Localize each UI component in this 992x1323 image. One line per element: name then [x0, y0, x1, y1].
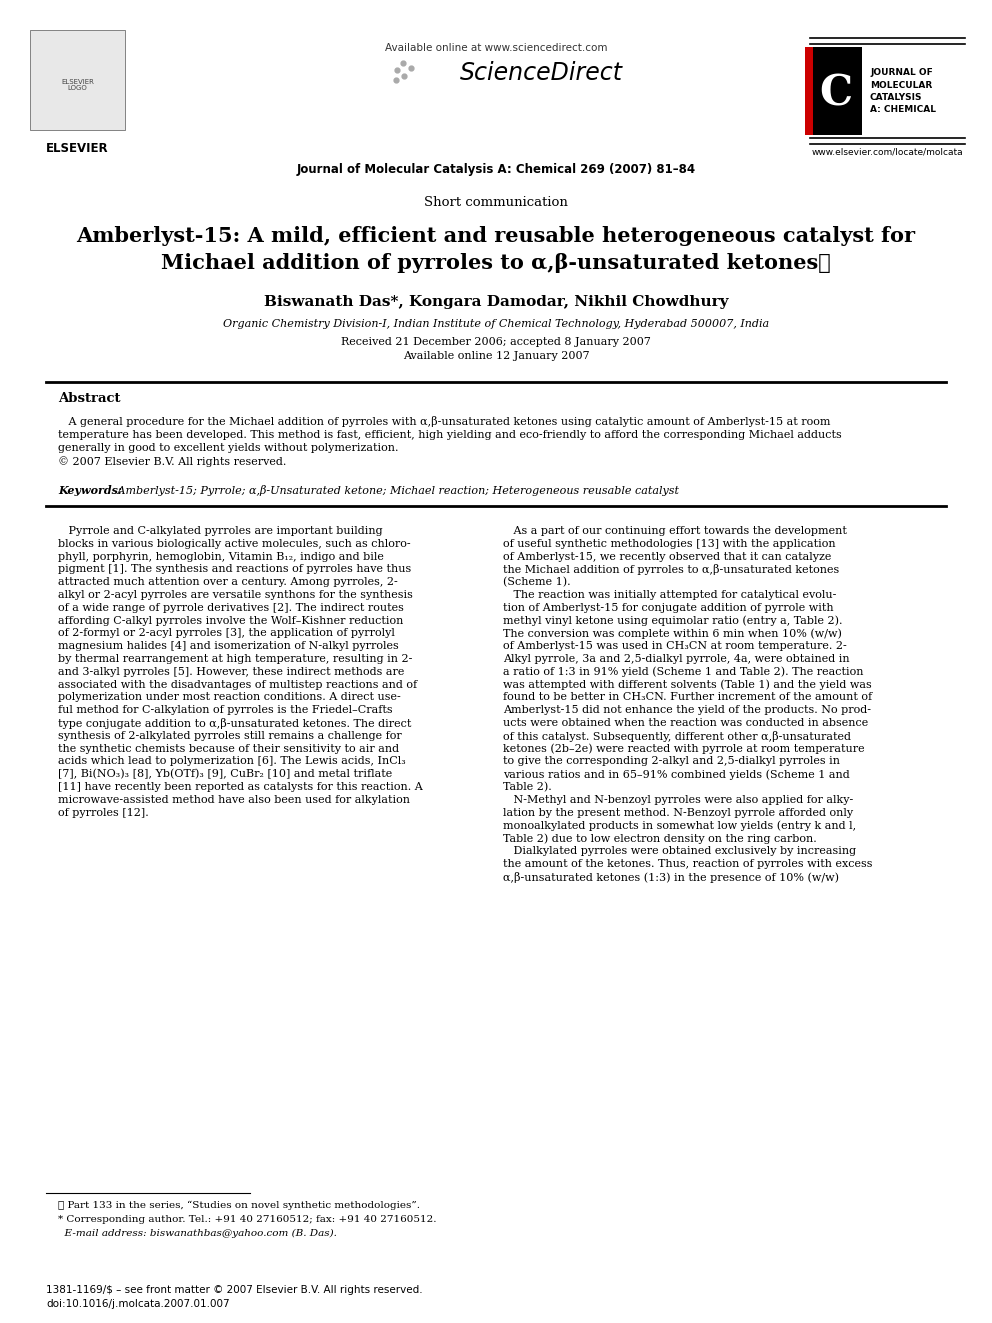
Bar: [805, 48, 813, 135]
Text: ScienceDirect: ScienceDirect: [460, 61, 623, 85]
Text: of pyrroles [12].: of pyrroles [12].: [58, 807, 149, 818]
Text: type conjugate addition to α,β-unsaturated ketones. The direct: type conjugate addition to α,β-unsaturat…: [58, 718, 412, 729]
Text: by thermal rearrangement at high temperature, resulting in 2-: by thermal rearrangement at high tempera…: [58, 654, 413, 664]
Text: Organic Chemistry Division-I, Indian Institute of Chemical Technology, Hyderabad: Organic Chemistry Division-I, Indian Ins…: [223, 319, 769, 329]
Text: ELSEVIER: ELSEVIER: [46, 142, 108, 155]
Text: alkyl or 2-acyl pyrroles are versatile synthons for the synthesis: alkyl or 2-acyl pyrroles are versatile s…: [58, 590, 413, 601]
Text: Available online 12 January 2007: Available online 12 January 2007: [403, 351, 589, 361]
Bar: [810, 48, 862, 135]
Text: methyl vinyl ketone using equimolar ratio (entry a, Table 2).: methyl vinyl ketone using equimolar rati…: [503, 615, 842, 626]
Text: acids which lead to polymerization [6]. The Lewis acids, InCl₃: acids which lead to polymerization [6]. …: [58, 757, 406, 766]
Text: the Michael addition of pyrroles to α,β-unsaturated ketones: the Michael addition of pyrroles to α,β-…: [503, 565, 839, 576]
Text: attracted much attention over a century. Among pyrroles, 2-: attracted much attention over a century.…: [58, 577, 398, 587]
Text: The conversion was complete within 6 min when 10% (w/w): The conversion was complete within 6 min…: [503, 628, 842, 639]
Text: ucts were obtained when the reaction was conducted in absence: ucts were obtained when the reaction was…: [503, 718, 868, 728]
Text: found to be better in CH₃CN. Further increment of the amount of: found to be better in CH₃CN. Further inc…: [503, 692, 872, 703]
Text: Biswanath Das*, Kongara Damodar, Nikhil Chowdhury: Biswanath Das*, Kongara Damodar, Nikhil …: [264, 295, 728, 310]
Text: Table 2) due to low electron density on the ring carbon.: Table 2) due to low electron density on …: [503, 833, 816, 844]
Text: [7], Bi(NO₃)₃ [8], Yb(OTf)₃ [9], CuBr₂ [10] and metal triflate: [7], Bi(NO₃)₃ [8], Yb(OTf)₃ [9], CuBr₂ […: [58, 769, 392, 779]
Text: Abstract: Abstract: [58, 392, 120, 405]
Text: Table 2).: Table 2).: [503, 782, 552, 792]
Text: ketones (2b–2e) were reacted with pyrrole at room temperature: ketones (2b–2e) were reacted with pyrrol…: [503, 744, 865, 754]
Text: E-mail address: biswanathbas@yahoo.com (B. Das).: E-mail address: biswanathbas@yahoo.com (…: [58, 1229, 337, 1238]
Text: Amberlyst-15; Pyrrole; α,β-Unsaturated ketone; Michael reaction; Heterogeneous r: Amberlyst-15; Pyrrole; α,β-Unsaturated k…: [114, 484, 679, 496]
Text: associated with the disadvantages of multistep reactions and of: associated with the disadvantages of mul…: [58, 680, 417, 689]
Bar: [30, 30, 125, 130]
Text: of Amberlyst-15 was used in CH₃CN at room temperature. 2-: of Amberlyst-15 was used in CH₃CN at roo…: [503, 642, 847, 651]
Text: Amberlyst-15 did not enhance the yield of the products. No prod-: Amberlyst-15 did not enhance the yield o…: [503, 705, 871, 716]
Text: Short communication: Short communication: [424, 196, 568, 209]
Text: © 2007 Elsevier B.V. All rights reserved.: © 2007 Elsevier B.V. All rights reserved…: [58, 456, 287, 467]
Text: C: C: [819, 71, 852, 114]
Text: The reaction was initially attempted for catalytical evolu-: The reaction was initially attempted for…: [503, 590, 836, 601]
Text: generally in good to excellent yields without polymerization.: generally in good to excellent yields wi…: [58, 443, 399, 452]
Text: microwave-assisted method have also been used for alkylation: microwave-assisted method have also been…: [58, 795, 410, 804]
Text: of 2-formyl or 2-acyl pyrroles [3], the application of pyrrolyl: of 2-formyl or 2-acyl pyrroles [3], the …: [58, 628, 395, 639]
Text: monoalkylated products in somewhat low yields (entry k and l,: monoalkylated products in somewhat low y…: [503, 820, 856, 831]
Text: phyll, porphyrin, hemoglobin, Vitamin B₁₂, indigo and bile: phyll, porphyrin, hemoglobin, Vitamin B₁…: [58, 552, 384, 561]
Text: various ratios and in 65–91% combined yields (Scheme 1 and: various ratios and in 65–91% combined yi…: [503, 769, 850, 779]
Text: ful method for C-alkylation of pyrroles is the Friedel–Crafts: ful method for C-alkylation of pyrroles …: [58, 705, 393, 716]
Text: of Amberlyst-15, we recently observed that it can catalyze: of Amberlyst-15, we recently observed th…: [503, 552, 831, 561]
Text: ⋆ Part 133 in the series, “Studies on novel synthetic methodologies”.: ⋆ Part 133 in the series, “Studies on no…: [58, 1201, 420, 1211]
Text: a ratio of 1:3 in 91% yield (Scheme 1 and Table 2). The reaction: a ratio of 1:3 in 91% yield (Scheme 1 an…: [503, 667, 863, 677]
Text: polymerization under most reaction conditions. A direct use-: polymerization under most reaction condi…: [58, 692, 401, 703]
Text: the synthetic chemists because of their sensitivity to air and: the synthetic chemists because of their …: [58, 744, 399, 754]
Text: [11] have recently been reported as catalysts for this reaction. A: [11] have recently been reported as cata…: [58, 782, 423, 792]
Text: the amount of the ketones. Thus, reaction of pyrroles with excess: the amount of the ketones. Thus, reactio…: [503, 859, 873, 869]
Text: Michael addition of pyrroles to α,β-unsaturated ketones⋆: Michael addition of pyrroles to α,β-unsa…: [161, 253, 831, 273]
Text: tion of Amberlyst-15 for conjugate addition of pyrrole with: tion of Amberlyst-15 for conjugate addit…: [503, 603, 833, 613]
Text: lation by the present method. N-Benzoyl pyrrole afforded only: lation by the present method. N-Benzoyl …: [503, 807, 853, 818]
Text: of a wide range of pyrrole derivatives [2]. The indirect routes: of a wide range of pyrrole derivatives […: [58, 603, 404, 613]
Text: Amberlyst-15: A mild, efficient and reusable heterogeneous catalyst for: Amberlyst-15: A mild, efficient and reus…: [76, 226, 916, 246]
Text: affording C-alkyl pyrroles involve the Wolf–Kishner reduction: affording C-alkyl pyrroles involve the W…: [58, 615, 404, 626]
Text: Available online at www.sciencedirect.com: Available online at www.sciencedirect.co…: [385, 44, 607, 53]
Text: Dialkylated pyrroles were obtained exclusively by increasing: Dialkylated pyrroles were obtained exclu…: [503, 845, 856, 856]
Text: 1381-1169/$ – see front matter © 2007 Elsevier B.V. All rights reserved.: 1381-1169/$ – see front matter © 2007 El…: [46, 1285, 423, 1295]
Text: Keywords:: Keywords:: [58, 484, 126, 496]
Text: was attempted with different solvents (Table 1) and the yield was: was attempted with different solvents (T…: [503, 680, 872, 691]
Text: www.elsevier.com/locate/molcata: www.elsevier.com/locate/molcata: [811, 147, 963, 156]
Text: synthesis of 2-alkylated pyrroles still remains a challenge for: synthesis of 2-alkylated pyrroles still …: [58, 730, 402, 741]
Text: Journal of Molecular Catalysis A: Chemical 269 (2007) 81–84: Journal of Molecular Catalysis A: Chemic…: [297, 164, 695, 176]
Text: magnesium halides [4] and isomerization of N-alkyl pyrroles: magnesium halides [4] and isomerization …: [58, 642, 399, 651]
Text: ELSEVIER
LOGO: ELSEVIER LOGO: [62, 78, 94, 91]
Text: pigment [1]. The synthesis and reactions of pyrroles have thus: pigment [1]. The synthesis and reactions…: [58, 565, 412, 574]
Text: to give the corresponding 2-alkyl and 2,5-dialkyl pyrroles in: to give the corresponding 2-alkyl and 2,…: [503, 757, 840, 766]
Text: Alkyl pyrrole, 3a and 2,5-dialkyl pyrrole, 4a, were obtained in: Alkyl pyrrole, 3a and 2,5-dialkyl pyrrol…: [503, 654, 849, 664]
Text: * Corresponding author. Tel.: +91 40 27160512; fax: +91 40 27160512.: * Corresponding author. Tel.: +91 40 271…: [58, 1215, 436, 1224]
Text: Received 21 December 2006; accepted 8 January 2007: Received 21 December 2006; accepted 8 Ja…: [341, 337, 651, 347]
Text: of this catalyst. Subsequently, different other α,β-unsaturated: of this catalyst. Subsequently, differen…: [503, 730, 851, 742]
Text: (Scheme 1).: (Scheme 1).: [503, 577, 570, 587]
Text: of useful synthetic methodologies [13] with the application: of useful synthetic methodologies [13] w…: [503, 538, 835, 549]
Text: temperature has been developed. This method is fast, efficient, high yielding an: temperature has been developed. This met…: [58, 430, 842, 439]
Text: A general procedure for the Michael addition of pyrroles with α,β-unsaturated ke: A general procedure for the Michael addi…: [58, 415, 830, 427]
Text: Pyrrole and C-alkylated pyrroles are important building: Pyrrole and C-alkylated pyrroles are imp…: [58, 527, 383, 536]
Text: blocks in various biologically active molecules, such as chloro-: blocks in various biologically active mo…: [58, 538, 411, 549]
Text: and 3-alkyl pyrroles [5]. However, these indirect methods are: and 3-alkyl pyrroles [5]. However, these…: [58, 667, 405, 677]
Text: α,β-unsaturated ketones (1:3) in the presence of 10% (w/w): α,β-unsaturated ketones (1:3) in the pre…: [503, 872, 839, 882]
Text: doi:10.1016/j.molcata.2007.01.007: doi:10.1016/j.molcata.2007.01.007: [46, 1299, 229, 1308]
Text: As a part of our continuing effort towards the development: As a part of our continuing effort towar…: [503, 527, 847, 536]
Text: JOURNAL OF
MOLECULAR
CATALYSIS
A: CHEMICAL: JOURNAL OF MOLECULAR CATALYSIS A: CHEMIC…: [870, 67, 936, 115]
Text: N-Methyl and N-benzoyl pyrroles were also applied for alky-: N-Methyl and N-benzoyl pyrroles were als…: [503, 795, 853, 804]
